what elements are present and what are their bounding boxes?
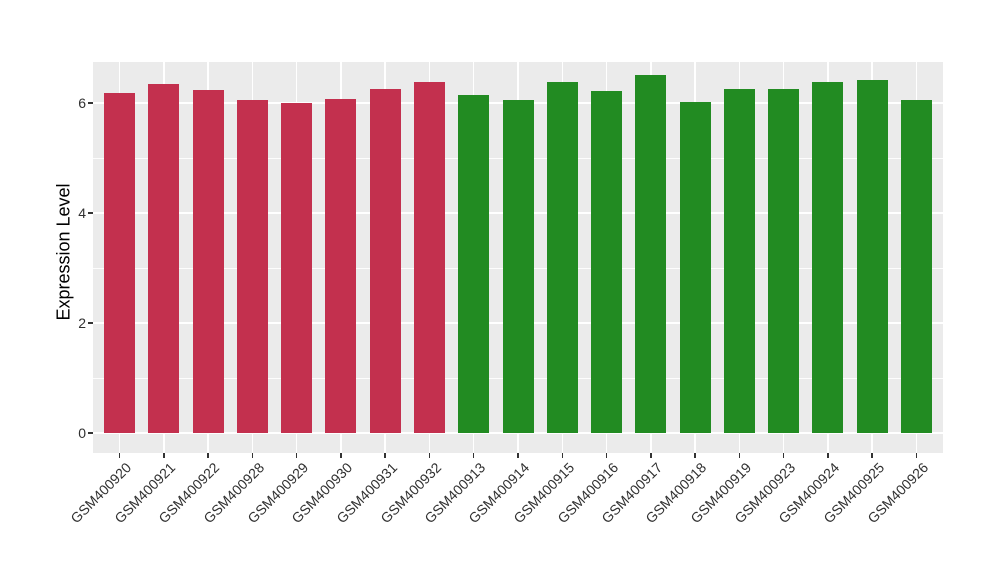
bar-GSM400913: [458, 94, 490, 434]
x-tick-mark: [428, 453, 431, 458]
bar-GSM400924: [812, 81, 844, 434]
bar-GSM400928: [236, 99, 268, 434]
x-tick-mark: [251, 453, 254, 458]
x-tick-mark: [605, 453, 608, 458]
bar-GSM400932: [413, 81, 445, 434]
bar-GSM400926: [900, 100, 932, 434]
x-tick-mark: [472, 453, 475, 458]
bar-GSM400931: [369, 89, 401, 434]
bar-GSM400922: [192, 90, 224, 434]
y-tick-label: 0: [78, 425, 86, 442]
x-tick-mark: [163, 453, 165, 458]
x-tick-mark: [384, 453, 386, 458]
bar-GSM400917: [635, 75, 667, 434]
y-tick-label: 2: [78, 315, 86, 332]
x-tick-mark: [827, 453, 829, 458]
y-tick-label: 4: [78, 205, 86, 222]
x-tick-mark: [207, 453, 209, 458]
y-axis-title: Expression Level: [53, 183, 74, 321]
x-tick-mark: [871, 453, 873, 458]
y-tick-mark: [88, 102, 93, 104]
bar-GSM400919: [723, 89, 755, 434]
bar-GSM400915: [546, 82, 578, 434]
x-tick-mark: [340, 453, 342, 458]
x-tick-mark: [118, 453, 121, 458]
x-tick-mark: [561, 453, 564, 458]
bar-GSM400920: [104, 93, 136, 434]
y-tick-label: 6: [78, 95, 86, 112]
bar-GSM400916: [591, 90, 623, 434]
x-tick-mark: [517, 453, 519, 458]
bar-GSM400921: [148, 83, 180, 434]
x-tick-mark: [738, 453, 741, 458]
x-tick-mark: [915, 453, 918, 458]
bar-GSM400914: [502, 100, 534, 434]
x-tick-mark: [782, 453, 785, 458]
bar-GSM400925: [856, 80, 888, 434]
plot-panel: [93, 62, 943, 453]
bar-GSM400918: [679, 101, 711, 434]
y-tick-mark: [88, 322, 93, 324]
y-tick-mark: [88, 432, 93, 434]
x-tick-mark: [650, 453, 652, 458]
bar-GSM400923: [768, 88, 800, 434]
bar-GSM400929: [281, 103, 313, 434]
x-tick-mark: [295, 453, 298, 458]
bar-GSM400930: [325, 98, 357, 434]
x-tick-mark: [694, 453, 696, 458]
y-tick-mark: [88, 212, 93, 214]
